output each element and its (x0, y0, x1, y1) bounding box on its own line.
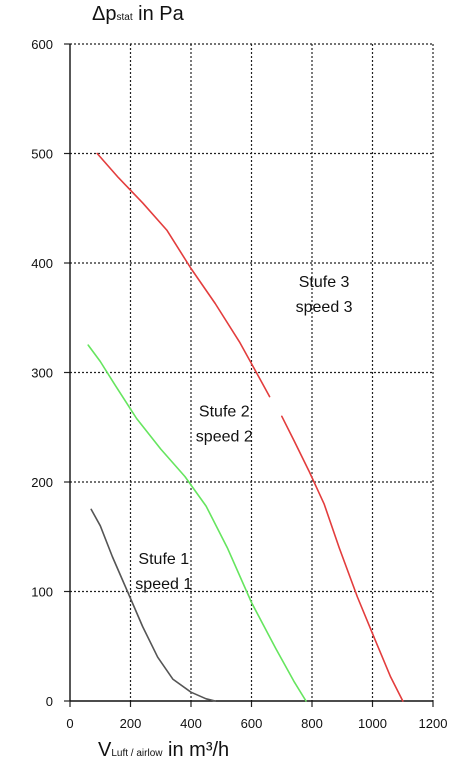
y-tick-label: 0 (46, 694, 53, 709)
y-tick-label: 400 (31, 256, 53, 271)
x-tick-label: 0 (66, 716, 73, 731)
series-line-1 (90, 508, 216, 702)
x-axis-title: VLuft / airlow in m³/h (98, 739, 229, 761)
series-line-3 (281, 415, 404, 702)
x-tick-label: 400 (180, 716, 202, 731)
y-tick-label: 600 (31, 37, 53, 52)
series-label-1: speed 1 (135, 576, 192, 593)
x-tick-label: 800 (301, 716, 323, 731)
series-label-3: speed 3 (296, 299, 353, 316)
series-curves (87, 152, 404, 702)
series-label-2: speed 2 (196, 428, 253, 445)
y-tick-label: 300 (31, 366, 53, 381)
x-tick-label: 200 (120, 716, 142, 731)
y-tick-label: 100 (31, 585, 53, 600)
x-tick-label: 1000 (358, 716, 387, 731)
x-tick-label: 600 (241, 716, 263, 731)
series-label-2: Stufe 2 (199, 403, 250, 420)
x-tick-label: 1200 (419, 716, 448, 731)
y-tick-label: 500 (31, 147, 53, 162)
y-tick-label: 200 (31, 475, 53, 490)
y-axis-title: Δpstat in Pa (92, 3, 185, 25)
series-line-3 (96, 152, 271, 398)
series-label-3: Stufe 3 (299, 274, 350, 291)
grid (70, 43, 434, 701)
axes: 0 200 400 600 800 1000 1200 0 100 200 300 400 500 600 (31, 37, 447, 731)
series-line-2 (87, 344, 307, 702)
series-labels: Stufe 1 speed 1 Stufe 2 speed 2 Stufe 3 speed… (135, 274, 352, 593)
series-label-1: Stufe 1 (138, 551, 189, 568)
